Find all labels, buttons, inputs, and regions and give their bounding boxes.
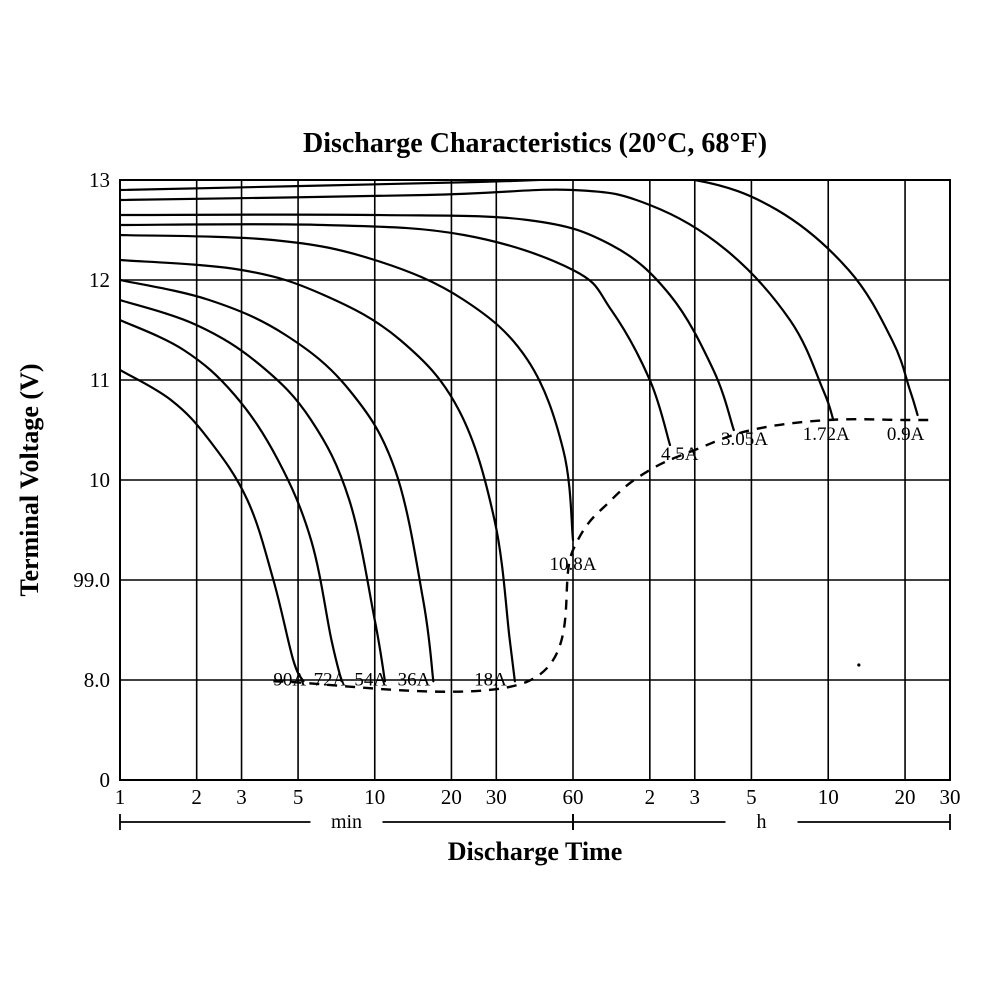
y-tick-label: 11 (90, 368, 110, 392)
curve-label: 10.8A (550, 554, 597, 575)
x-tick-label: 20 (441, 785, 462, 809)
curve-label: 4.5A (661, 444, 699, 465)
curve-label: 3.05A (721, 429, 768, 450)
x-tick-label: 3 (236, 785, 247, 809)
y-tick-label: 13 (89, 168, 110, 192)
y-tick-label: 10 (89, 468, 110, 492)
scan-speck (857, 663, 860, 666)
curve-label: 72A (314, 670, 347, 691)
unit-bar-min-label: min (331, 811, 362, 833)
x-tick-label: 30 (486, 785, 507, 809)
curve-label: 90A (273, 670, 306, 691)
y-tick-label: 0 (100, 768, 111, 792)
x-tick-label: 3 (690, 785, 701, 809)
discharge-curve (120, 300, 385, 681)
y-axis-label: Terminal Voltage (V) (15, 363, 44, 596)
x-axis-label: Discharge Time (448, 837, 623, 866)
unit-bar-min: min (120, 811, 573, 833)
x-tick-label: 10 (364, 785, 385, 809)
x-tick-label: 5 (293, 785, 304, 809)
x-tick-label: 60 (563, 785, 584, 809)
chart-title: Discharge Characteristics (20°C, 68°F) (303, 128, 767, 159)
x-tick-label: 10 (818, 785, 839, 809)
curve-label: 36A (398, 670, 431, 691)
x-tick-label: 2 (191, 785, 202, 809)
curve-label: 18A (474, 670, 507, 691)
curve-label: 0.9A (887, 424, 925, 445)
y-tick-label: 12 (89, 268, 110, 292)
y-tick-label: 8.0 (84, 668, 110, 692)
x-tick-label: 5 (746, 785, 757, 809)
cutoff-curve (273, 419, 930, 692)
discharge-curve (120, 215, 734, 430)
x-tick-label: 1 (115, 785, 126, 809)
unit-bar-h-label: h (757, 811, 767, 833)
x-tick-label: 2 (645, 785, 656, 809)
curve-label: 1.72A (803, 424, 850, 445)
curve-label: 54A (354, 670, 387, 691)
unit-bar-h: h (573, 811, 950, 833)
discharge-curve (120, 260, 515, 681)
x-tick-label: 30 (940, 785, 961, 809)
discharge-curve (120, 320, 342, 681)
discharge-chart: 12351020306023510203008.099.010111213min… (0, 0, 1000, 1000)
discharge-curve (120, 370, 303, 681)
x-tick-label: 20 (895, 785, 916, 809)
y-tick-label: 99.0 (73, 568, 110, 592)
